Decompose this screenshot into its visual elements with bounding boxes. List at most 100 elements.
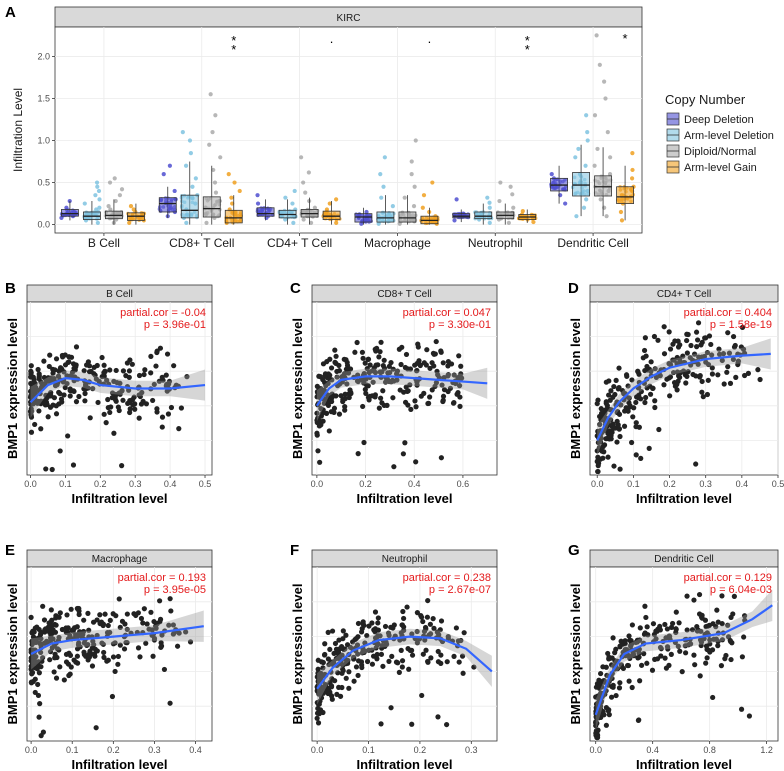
scatter-point bbox=[87, 415, 93, 421]
scatter-point bbox=[143, 401, 150, 407]
scatter-point bbox=[383, 639, 389, 645]
scatter-point bbox=[677, 648, 683, 654]
scatter-point bbox=[51, 669, 57, 675]
scatter-point bbox=[689, 627, 696, 633]
scatter-point bbox=[730, 356, 737, 363]
point-jitter bbox=[94, 180, 100, 185]
y-axis-label: BMP1 expression level bbox=[290, 318, 305, 459]
scatter-point bbox=[105, 622, 111, 629]
scatter-point bbox=[394, 377, 400, 383]
tick-label-x: 0.6 bbox=[457, 479, 470, 489]
scatter-point bbox=[732, 342, 738, 349]
scatter-point bbox=[148, 370, 154, 376]
scatter-point bbox=[432, 383, 438, 389]
point-jitter bbox=[212, 180, 218, 185]
scatter-point bbox=[598, 406, 604, 412]
scatter-point bbox=[170, 622, 176, 628]
scatter-point bbox=[375, 627, 381, 633]
scatter-point bbox=[696, 354, 702, 360]
scatter-point bbox=[380, 363, 386, 369]
scatter-point bbox=[42, 626, 49, 632]
scatter-point bbox=[425, 597, 431, 604]
panel-label: B bbox=[5, 280, 16, 297]
scatter-point bbox=[603, 427, 609, 433]
scatter-point bbox=[351, 678, 357, 684]
scatter-point bbox=[71, 388, 77, 395]
point-jitter bbox=[106, 203, 111, 209]
scatter-point bbox=[67, 386, 73, 392]
scatter-point bbox=[344, 642, 351, 648]
scatter-point bbox=[109, 395, 115, 401]
stat-p-value: p = 6.04e-03 bbox=[710, 584, 772, 596]
scatter-point bbox=[626, 633, 632, 639]
scatter-point bbox=[77, 644, 83, 650]
scatter-point bbox=[33, 639, 39, 646]
scatter-point bbox=[122, 621, 128, 627]
scatter-point bbox=[730, 333, 737, 340]
scatter-point bbox=[331, 405, 338, 411]
scatter-point bbox=[331, 650, 337, 657]
scatter-point bbox=[407, 366, 414, 372]
x-axis-label: Infiltration level bbox=[71, 757, 167, 771]
scatter-point bbox=[53, 411, 60, 417]
scatter-point bbox=[32, 625, 38, 631]
scatter-point bbox=[404, 604, 410, 610]
scatter-point bbox=[369, 661, 376, 667]
scatter-point bbox=[742, 372, 748, 379]
box bbox=[376, 211, 395, 223]
scatter-point bbox=[35, 366, 41, 373]
scatter-point bbox=[46, 363, 52, 370]
scatter-point bbox=[381, 402, 387, 409]
scatter-point bbox=[596, 685, 603, 691]
scatter-point bbox=[109, 693, 116, 700]
scatter-point bbox=[692, 351, 698, 357]
scatter-point bbox=[457, 403, 463, 409]
scatter-point bbox=[49, 466, 55, 473]
tick-label-x: 0.3 bbox=[465, 745, 478, 755]
point-jitter bbox=[630, 167, 635, 173]
tick-label-x: CD8+ T Cell bbox=[169, 236, 234, 250]
scatter-point bbox=[695, 320, 702, 326]
scatter-point bbox=[136, 415, 142, 421]
scatter-point bbox=[646, 445, 652, 451]
point-jitter bbox=[226, 172, 231, 177]
scatter-point bbox=[451, 653, 457, 659]
scatter-point bbox=[76, 611, 82, 618]
stat-p-value: p = 1.58e-19 bbox=[710, 319, 772, 331]
scatter-point bbox=[140, 620, 146, 626]
scatter-point bbox=[610, 635, 616, 641]
scatter-point bbox=[153, 363, 159, 369]
scatter-point bbox=[637, 625, 643, 631]
box bbox=[322, 210, 341, 220]
box bbox=[61, 209, 79, 217]
scatter-point bbox=[453, 625, 459, 631]
scatter-point bbox=[727, 637, 733, 644]
scatter-point bbox=[395, 660, 401, 666]
scatter-point bbox=[156, 378, 162, 384]
scatter-point bbox=[672, 338, 678, 344]
point-jitter bbox=[592, 163, 597, 168]
scatter-point bbox=[124, 360, 130, 366]
scatter-point bbox=[354, 642, 361, 648]
fit-line bbox=[596, 352, 771, 441]
scatter-point bbox=[668, 651, 674, 658]
point-jitter bbox=[452, 218, 457, 223]
scatter-point bbox=[657, 644, 664, 651]
scatter-point bbox=[364, 632, 370, 639]
scatter-point bbox=[32, 380, 38, 387]
scatter-point bbox=[32, 421, 38, 428]
scatter-point bbox=[124, 611, 130, 617]
scatter-point bbox=[386, 658, 392, 665]
scatter-point bbox=[628, 639, 634, 645]
scatter-point bbox=[389, 653, 395, 659]
scatter-point bbox=[640, 355, 646, 361]
scatter-point bbox=[154, 348, 160, 354]
scatter-point bbox=[616, 685, 623, 691]
scatter-point bbox=[151, 637, 158, 643]
scatter-point bbox=[427, 365, 433, 371]
point-jitter bbox=[188, 151, 193, 156]
point-jitter bbox=[585, 130, 590, 135]
scatter-point bbox=[159, 374, 165, 380]
scatter-point bbox=[328, 398, 335, 405]
box bbox=[180, 194, 199, 219]
